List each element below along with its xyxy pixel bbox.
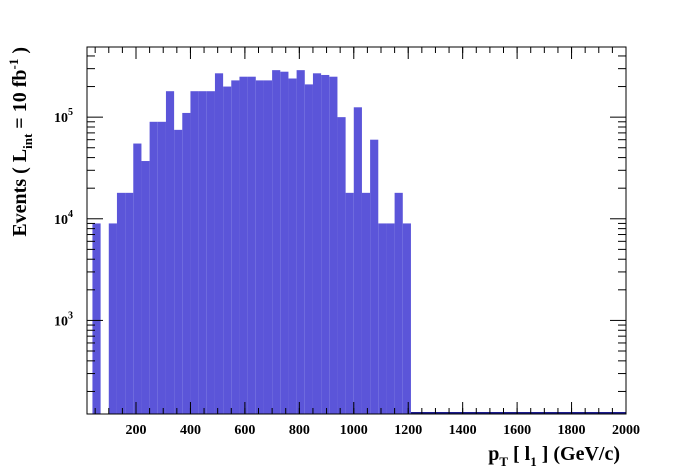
y-axis-label-part: -1 — [6, 59, 21, 70]
y-tick-exponent: 5 — [68, 107, 73, 118]
bar — [353, 107, 362, 414]
y-tick-label: 103 — [54, 310, 73, 329]
bar — [116, 192, 126, 414]
x-axis-label-part: T — [499, 454, 508, 469]
y-tick-label: 104 — [54, 209, 73, 228]
y-tick-base: 10 — [54, 213, 68, 228]
bar — [133, 143, 142, 415]
x-tick-label: 400 — [180, 423, 201, 438]
bar — [272, 70, 281, 414]
y-axis-label-part: ) — [9, 47, 31, 59]
bar — [190, 91, 199, 415]
bar — [394, 192, 403, 414]
bar — [304, 84, 313, 415]
plot-frame — [86, 46, 627, 415]
y-tick-exponent: 3 — [68, 310, 73, 321]
bar — [223, 86, 232, 414]
bar — [296, 70, 305, 414]
bar — [182, 112, 191, 414]
bar — [149, 121, 158, 415]
bar — [280, 71, 289, 414]
y-tick-base: 10 — [54, 314, 68, 329]
x-tick-label: 1200 — [394, 423, 422, 438]
bar — [378, 223, 387, 414]
x-axis-label-part: ] (GeV/c) — [537, 443, 620, 465]
x-tick-label: 2000 — [612, 423, 640, 438]
y-tick-label: 105 — [54, 107, 73, 126]
y-axis-label-part: Events ( L — [9, 149, 31, 237]
bar — [361, 192, 371, 414]
bar — [247, 76, 256, 414]
x-tick-label: 1600 — [503, 423, 531, 438]
y-tick-exponent: 4 — [68, 209, 73, 220]
bar — [370, 139, 379, 415]
bar — [206, 91, 215, 415]
x-tick-label: 800 — [289, 423, 310, 438]
y-axis-label: Events ( Lint = 10 fb-1 ) — [6, 47, 35, 237]
x-axis-label-part: 1 — [530, 454, 537, 469]
x-tick-label: 1800 — [558, 423, 586, 438]
bar — [92, 223, 101, 414]
bar — [141, 161, 150, 414]
bar — [231, 80, 240, 415]
bar — [165, 91, 175, 415]
bar — [337, 117, 346, 414]
bar — [402, 223, 411, 414]
y-tick-base: 10 — [54, 111, 68, 126]
x-axis-label-part: p — [488, 443, 499, 465]
bar — [321, 74, 330, 415]
x-tick-label: 1000 — [340, 423, 368, 438]
bar — [214, 73, 224, 414]
bar — [108, 223, 117, 414]
y-axis-label-part: = 10 fb — [9, 70, 31, 134]
y-axis-label-part: int — [20, 133, 35, 149]
x-axis-label-part: [ l — [508, 443, 531, 465]
x-axis-label: pT [ l1 ] (GeV/c) — [488, 443, 620, 469]
bar — [157, 121, 166, 415]
bar — [312, 73, 322, 414]
bar — [125, 192, 134, 414]
x-tick-label: 1400 — [449, 423, 477, 438]
bar — [174, 129, 183, 415]
bar — [198, 91, 207, 415]
bar — [386, 223, 395, 414]
x-tick-label: 200 — [126, 423, 147, 438]
bar — [239, 76, 248, 414]
bar — [255, 80, 264, 415]
bar — [288, 78, 297, 415]
bar — [329, 76, 338, 414]
bar — [263, 80, 273, 415]
x-tick-label: 600 — [234, 423, 255, 438]
bar — [345, 192, 354, 414]
